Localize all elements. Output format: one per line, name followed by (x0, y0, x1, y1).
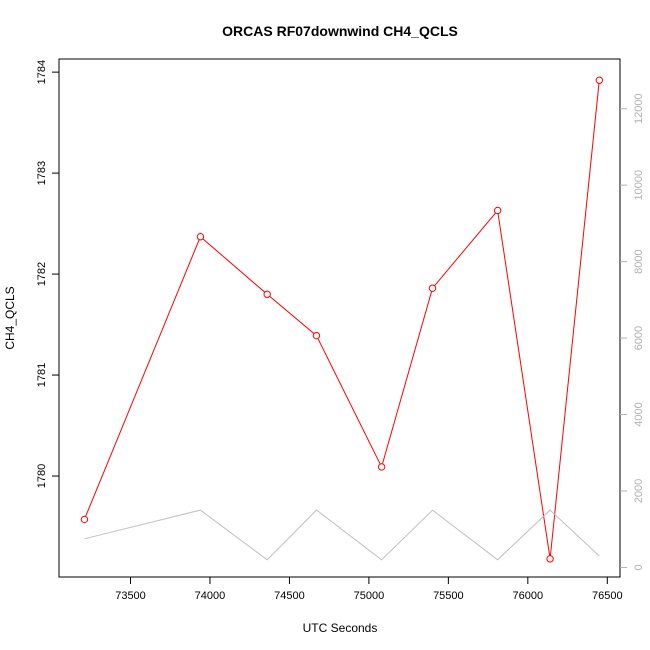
x-axis-label: UTC Seconds (303, 621, 378, 635)
y-tick-label: 1782 (36, 262, 48, 286)
x-tick-label: 73500 (115, 590, 146, 602)
series-1-point (595, 76, 604, 84)
y-tick-label: 1780 (36, 464, 48, 488)
y2-tick-label: 8000 (633, 249, 645, 273)
y2-tick-label: 2000 (633, 479, 645, 503)
y2-axis: 0 2000 4000 6000 8000 10000 12000 (620, 93, 645, 571)
x-tick-label: 76500 (592, 590, 623, 602)
y-tick-label: 1784 (36, 60, 48, 84)
y2-tick-label: 0 (633, 564, 645, 570)
y2-tick-label: 6000 (633, 326, 645, 350)
series-1-point (377, 463, 386, 471)
x-tick-label: 75500 (433, 590, 464, 602)
y2-tick-label: 12000 (633, 93, 645, 124)
y2-tick-label: 10000 (633, 170, 645, 201)
y2-tick-label: 4000 (633, 402, 645, 426)
series-1-point (80, 515, 89, 524)
series-1-point (546, 555, 554, 563)
y-tick-label: 1783 (36, 161, 48, 185)
series-layer (80, 76, 604, 563)
y-tick-label: 1781 (36, 363, 48, 387)
x-axis: 73500 74000 74500 75000 75500 76000 76500 (115, 577, 623, 602)
series-1-point (263, 290, 271, 298)
x-tick-label: 74500 (274, 590, 305, 602)
y-axis: 1780 1781 1782 1783 1784 (36, 60, 59, 488)
x-tick-label: 74000 (195, 590, 226, 602)
x-tick-label: 75000 (354, 590, 385, 602)
chart-title: ORCAS RF07downwind CH4_QCLS (222, 23, 458, 39)
series-1-point (312, 331, 321, 340)
series-1-point (493, 206, 502, 215)
plot-area-frame (58, 58, 621, 578)
y-axis-label: CH4_QCLS (3, 286, 17, 349)
series-1-point (428, 284, 437, 292)
series-line-2 (84, 509, 600, 561)
x-tick-label: 76000 (513, 590, 544, 602)
series-1-point (196, 233, 205, 241)
series-line-1 (83, 80, 600, 559)
